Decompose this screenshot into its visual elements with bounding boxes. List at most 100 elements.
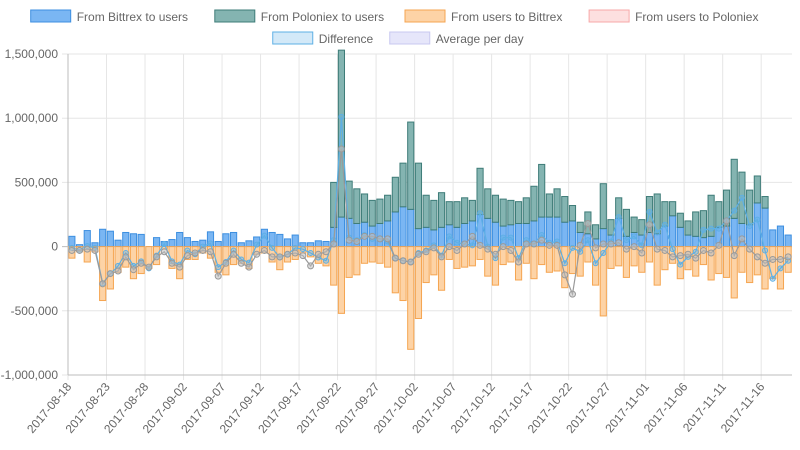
bar-to-bittrex — [337, 246, 346, 314]
bar-from-poloniex — [368, 199, 376, 227]
average-point — [106, 270, 114, 278]
average-point — [114, 267, 122, 275]
bar-to-bittrex — [699, 246, 708, 266]
bar-from-poloniex — [538, 163, 546, 218]
average-point — [784, 253, 792, 261]
average-point — [407, 258, 415, 266]
average-point — [507, 246, 515, 254]
average-point — [168, 259, 176, 267]
difference-point — [500, 234, 507, 241]
bar-from-poloniex — [715, 201, 723, 228]
bar-from-poloniex — [337, 49, 346, 218]
lines — [68, 113, 792, 298]
bar-to-bittrex — [707, 246, 715, 281]
bar-from-bittrex — [407, 208, 415, 248]
bar-from-poloniex — [499, 198, 507, 227]
average-point — [738, 235, 746, 243]
bar-from-poloniex — [514, 201, 523, 224]
bar-to-bittrex — [399, 246, 407, 302]
difference-point — [623, 237, 630, 244]
difference-point — [700, 226, 707, 233]
average-point — [538, 236, 546, 244]
average-point — [476, 241, 484, 249]
bar-to-bittrex — [322, 246, 330, 267]
average-point — [622, 245, 630, 253]
bar-from-bittrex — [784, 234, 792, 248]
bar-from-poloniex — [484, 188, 492, 219]
bars — [68, 49, 792, 350]
bar-to-bittrex — [607, 246, 615, 269]
bar-from-bittrex — [476, 214, 484, 248]
average-point — [91, 246, 99, 254]
bar-from-bittrex — [422, 226, 430, 248]
bar-to-bittrex — [368, 246, 376, 263]
average-point — [137, 259, 145, 267]
difference-point — [561, 260, 568, 267]
bar-from-poloniex — [376, 198, 384, 224]
bar-from-bittrex — [191, 240, 199, 248]
bar-to-bittrex — [684, 246, 692, 271]
bar-from-poloniex — [553, 188, 561, 218]
difference-point — [738, 194, 745, 201]
legend-label-from-users-to-poloniex: From users to Poloniex — [635, 10, 758, 24]
bar-from-poloniex — [437, 192, 446, 228]
bar-from-poloniex — [522, 197, 530, 224]
bar-to-bittrex — [545, 246, 553, 273]
bar-to-bittrex — [584, 246, 592, 263]
difference-point — [769, 275, 776, 282]
bar-from-bittrex — [568, 220, 577, 248]
bar-from-poloniex — [730, 158, 738, 219]
average-point — [461, 240, 469, 248]
average-point — [453, 246, 461, 254]
legend-label-from-poloniex-to-users: From Poloniex to users — [261, 10, 384, 24]
average-point — [260, 246, 268, 254]
y-tick-label: -500,000 — [11, 304, 59, 318]
average-point — [206, 248, 214, 256]
bar-from-bittrex — [122, 231, 130, 248]
average-point — [384, 235, 392, 243]
bar-from-poloniex — [476, 167, 484, 215]
bar-from-poloniex — [692, 211, 700, 237]
average-point — [630, 243, 638, 251]
bar-to-bittrex — [645, 246, 654, 263]
average-point — [653, 245, 661, 253]
average-point — [769, 255, 777, 263]
average-point — [330, 240, 338, 248]
bar-from-bittrex — [322, 240, 330, 248]
bar-from-bittrex — [491, 221, 500, 248]
average-point — [530, 240, 538, 248]
bar-from-bittrex — [114, 239, 122, 248]
bar-from-poloniex — [599, 183, 607, 230]
difference-point — [708, 225, 715, 232]
difference-point — [469, 242, 476, 249]
average-point — [191, 249, 199, 257]
legend-label-difference: Difference — [319, 32, 374, 46]
bar-from-bittrex — [753, 202, 761, 248]
average-point — [145, 263, 153, 271]
average-point — [361, 232, 369, 240]
bar-to-bittrex — [106, 246, 114, 290]
average-point — [568, 290, 576, 298]
bar-to-bittrex — [360, 246, 369, 264]
average-point — [515, 258, 523, 266]
difference-point — [507, 234, 514, 241]
bar-from-bittrex — [514, 222, 523, 248]
bar-from-poloniex — [353, 188, 361, 224]
average-point — [268, 253, 276, 261]
average-point — [699, 246, 707, 254]
bar-from-bittrex — [214, 240, 222, 248]
difference-point — [677, 261, 684, 268]
bar-from-poloniex — [445, 201, 453, 226]
legend-label-from-users-to-bittrex: From users to Bittrex — [451, 10, 562, 24]
average-point — [214, 272, 222, 280]
bar-from-poloniex — [545, 193, 553, 218]
average-point — [83, 245, 91, 253]
bar-from-bittrex — [399, 206, 407, 248]
average-point — [160, 248, 168, 256]
bar-to-bittrex — [761, 246, 769, 290]
difference-line — [71, 116, 789, 285]
average-point — [376, 235, 384, 243]
bar-from-bittrex — [129, 233, 138, 248]
